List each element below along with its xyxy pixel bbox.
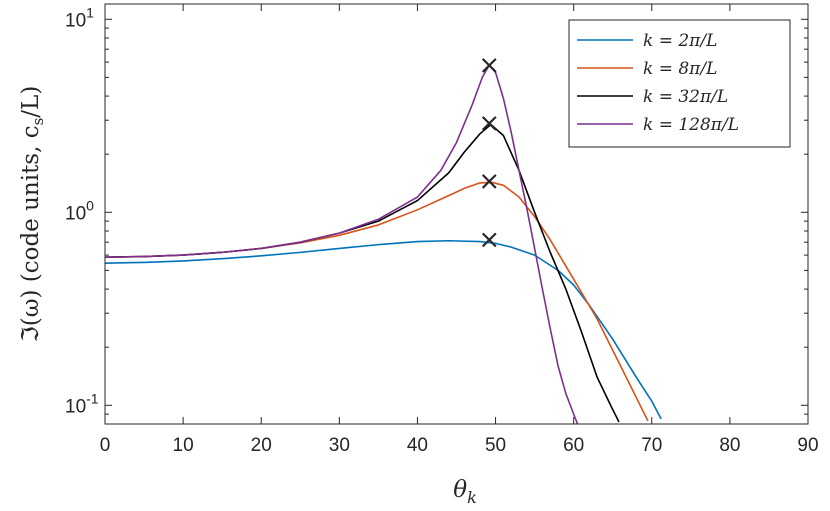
legend-label-4: k = 128π/L: [643, 115, 739, 135]
legend-label-3: k = 32π/L: [643, 87, 728, 107]
x-tick-label: 70: [641, 435, 662, 456]
y-axis-label: ℑ(ω) (code units, cs/L): [18, 86, 47, 343]
x-tick-label: 60: [563, 435, 584, 456]
x-axis: 0 10 20 30 40 50 60 70 80 90: [100, 4, 819, 456]
y-tick-label: 100: [65, 197, 94, 224]
peak-marker-3: ×: [478, 109, 500, 139]
y-tick-label: 101: [65, 4, 94, 31]
axes-box: [104, 3, 809, 425]
x-tick-label: 30: [329, 435, 350, 456]
peak-marker-1: ×: [478, 225, 500, 255]
x-tick-label: 80: [719, 435, 740, 456]
legend: k = 2π/L k = 8π/L k = 32π/L k = 128π/L: [568, 19, 791, 148]
legend-box: [568, 19, 791, 148]
marker-layer: × × × ×: [478, 51, 500, 255]
y-axis: 10-1 100 101: [65, 4, 808, 425]
legend-label-2: k = 8π/L: [643, 59, 717, 79]
y-tick-label: 10-1: [65, 390, 99, 417]
x-tick-label: 0: [100, 435, 111, 456]
peak-marker-4: ×: [478, 51, 500, 81]
plot-area: × × × ×: [105, 51, 662, 424]
x-tick-label: 20: [251, 435, 272, 456]
peak-marker-2: ×: [478, 167, 500, 197]
series-line-4: [105, 64, 579, 424]
legend-label-1: k = 2π/L: [643, 31, 717, 51]
x-tick-label: 90: [797, 435, 818, 456]
x-tick-label: 50: [485, 435, 506, 456]
x-tick-label: 40: [407, 435, 428, 456]
series-line-1: [105, 239, 662, 420]
x-tick-label: 10: [173, 435, 194, 456]
series-layer: [105, 64, 662, 424]
x-axis-label: θk: [453, 477, 477, 507]
